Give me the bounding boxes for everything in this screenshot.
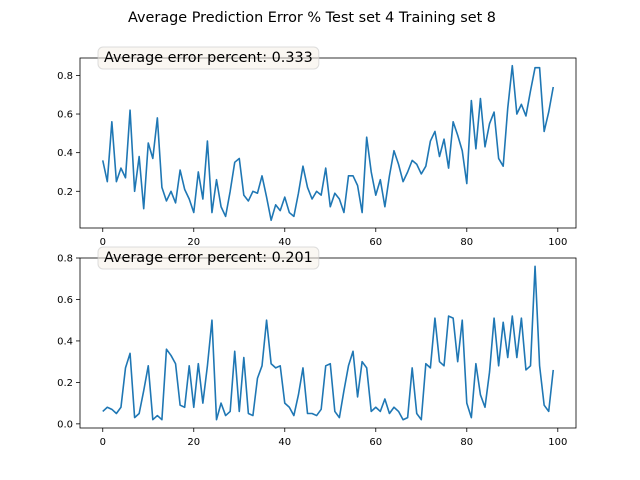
axes-frame [79, 257, 577, 429]
y-tick-label: 0.2 [57, 187, 73, 198]
annotation-box [97, 246, 320, 270]
annotation-box [97, 46, 320, 70]
x-tick-label: 20 [187, 437, 200, 448]
y-tick-label: 0.8 [57, 254, 73, 265]
y-tick-label: 0.0 [57, 419, 73, 430]
y-tick-label: 0.6 [57, 110, 73, 121]
y-tick-label: 0.4 [57, 336, 73, 347]
y-tick-label: 0.6 [57, 295, 73, 306]
top-subplot: 0 20 40 60 80 100 0.2 0.4 0.6 0.8 Average error pe… [57, 46, 577, 248]
y-tick-label: 0.4 [57, 148, 73, 159]
x-tick-label: 20 [187, 237, 200, 248]
x-tick-label: 100 [548, 437, 567, 448]
x-tick-label: 80 [460, 437, 473, 448]
average-error-annotation: Average error percent: 0.333 [104, 50, 313, 66]
x-tick-label: 40 [278, 237, 291, 248]
series-line [102, 265, 555, 421]
x-tick-label: 100 [548, 237, 567, 248]
x-tick-label: 80 [460, 237, 473, 248]
axes-frame [79, 57, 577, 229]
bottom-subplot: 0 20 40 60 80 100 0.0 0.2 0.4 0.6 0.8 Average error… [57, 246, 577, 448]
x-tick-label: 60 [369, 237, 382, 248]
figure-title: Average Prediction Error % Test set 4 Tr… [128, 10, 496, 26]
average-error-annotation: Average error percent: 0.201 [104, 250, 313, 266]
x-tick-label: 0 [100, 437, 106, 448]
x-tick-label: 0 [100, 237, 106, 248]
series-line [101, 64, 555, 222]
x-tick-label: 40 [278, 437, 291, 448]
y-tick-label: 0.2 [57, 378, 73, 389]
y-tick-label: 0.8 [57, 71, 73, 82]
x-tick-label: 60 [369, 437, 382, 448]
